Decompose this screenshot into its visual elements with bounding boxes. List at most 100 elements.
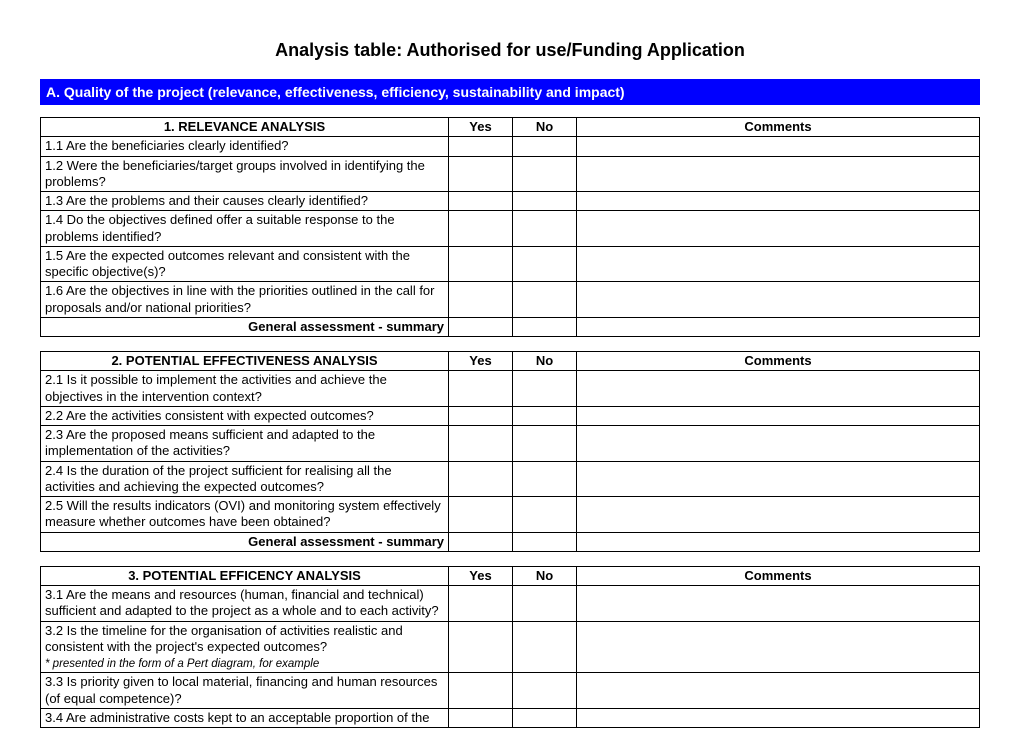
- question-cell: 2.1 Is it possible to implement the acti…: [41, 371, 449, 407]
- yes-cell[interactable]: [449, 426, 513, 462]
- no-cell[interactable]: [513, 621, 577, 673]
- yes-cell[interactable]: [449, 532, 513, 551]
- question-cell: 3.2 Is the timeline for the organisation…: [41, 621, 449, 673]
- section-header: 2. POTENTIAL EFFECTIVENESS ANALYSIS: [41, 352, 449, 371]
- table-row: 2.4 Is the duration of the project suffi…: [41, 461, 980, 497]
- question-cell: 3.1 Are the means and resources (human, …: [41, 586, 449, 622]
- question-cell: 3.4 Are administrative costs kept to an …: [41, 708, 449, 727]
- no-cell[interactable]: [513, 371, 577, 407]
- question-text: 3.2 Is the timeline for the organisation…: [45, 623, 403, 654]
- yes-cell[interactable]: [449, 461, 513, 497]
- table-row: 3.3 Is priority given to local material,…: [41, 673, 980, 709]
- no-cell[interactable]: [513, 532, 577, 551]
- table-header-row: 1. RELEVANCE ANALYSIS Yes No Comments: [41, 118, 980, 137]
- comments-cell[interactable]: [577, 497, 980, 533]
- comments-cell[interactable]: [577, 137, 980, 156]
- question-cell: 2.2 Are the activities consistent with e…: [41, 406, 449, 425]
- comments-cell[interactable]: [577, 211, 980, 247]
- table-row: 3.4 Are administrative costs kept to an …: [41, 708, 980, 727]
- yes-cell[interactable]: [449, 371, 513, 407]
- comments-cell[interactable]: [577, 156, 980, 192]
- comments-cell[interactable]: [577, 586, 980, 622]
- effectiveness-table: 2. POTENTIAL EFFECTIVENESS ANALYSIS Yes …: [40, 351, 980, 552]
- no-cell[interactable]: [513, 137, 577, 156]
- no-cell[interactable]: [513, 211, 577, 247]
- yes-cell[interactable]: [449, 246, 513, 282]
- yes-cell[interactable]: [449, 282, 513, 318]
- yes-cell[interactable]: [449, 586, 513, 622]
- no-cell[interactable]: [513, 497, 577, 533]
- comments-cell[interactable]: [577, 317, 980, 336]
- col-yes: Yes: [449, 118, 513, 137]
- question-note: * presented in the form of a Pert diagra…: [45, 658, 319, 670]
- question-cell: 2.5 Will the results indicators (OVI) an…: [41, 497, 449, 533]
- yes-cell[interactable]: [449, 673, 513, 709]
- summary-label: General assessment - summary: [41, 317, 449, 336]
- efficiency-table: 3. POTENTIAL EFFICENCY ANALYSIS Yes No C…: [40, 566, 980, 728]
- comments-cell[interactable]: [577, 621, 980, 673]
- table-header-row: 2. POTENTIAL EFFECTIVENESS ANALYSIS Yes …: [41, 352, 980, 371]
- yes-cell[interactable]: [449, 406, 513, 425]
- comments-cell[interactable]: [577, 406, 980, 425]
- table-row: 3.1 Are the means and resources (human, …: [41, 586, 980, 622]
- section-header: 3. POTENTIAL EFFICENCY ANALYSIS: [41, 566, 449, 585]
- comments-cell[interactable]: [577, 532, 980, 551]
- question-cell: 1.6 Are the objectives in line with the …: [41, 282, 449, 318]
- table-row: 2.5 Will the results indicators (OVI) an…: [41, 497, 980, 533]
- page-title: Analysis table: Authorised for use/Fundi…: [40, 40, 980, 61]
- table-row: 2.3 Are the proposed means sufficient an…: [41, 426, 980, 462]
- comments-cell[interactable]: [577, 282, 980, 318]
- question-cell: 1.2 Were the beneficiaries/target groups…: [41, 156, 449, 192]
- question-cell: 2.3 Are the proposed means sufficient an…: [41, 426, 449, 462]
- comments-cell[interactable]: [577, 192, 980, 211]
- summary-row: General assessment - summary: [41, 317, 980, 336]
- no-cell[interactable]: [513, 426, 577, 462]
- summary-label: General assessment - summary: [41, 532, 449, 551]
- table-row: 1.4 Do the objectives defined offer a su…: [41, 211, 980, 247]
- comments-cell[interactable]: [577, 426, 980, 462]
- table-row: 1.2 Were the beneficiaries/target groups…: [41, 156, 980, 192]
- no-cell[interactable]: [513, 708, 577, 727]
- table-row: 1.3 Are the problems and their causes cl…: [41, 192, 980, 211]
- comments-cell[interactable]: [577, 246, 980, 282]
- no-cell[interactable]: [513, 406, 577, 425]
- table-row: 2.2 Are the activities consistent with e…: [41, 406, 980, 425]
- yes-cell[interactable]: [449, 192, 513, 211]
- yes-cell[interactable]: [449, 621, 513, 673]
- question-cell: 3.3 Is priority given to local material,…: [41, 673, 449, 709]
- table-row: 1.6 Are the objectives in line with the …: [41, 282, 980, 318]
- col-yes: Yes: [449, 352, 513, 371]
- comments-cell[interactable]: [577, 371, 980, 407]
- col-no: No: [513, 566, 577, 585]
- yes-cell[interactable]: [449, 317, 513, 336]
- comments-cell[interactable]: [577, 708, 980, 727]
- table-row: 1.1 Are the beneficiaries clearly identi…: [41, 137, 980, 156]
- comments-cell[interactable]: [577, 461, 980, 497]
- col-no: No: [513, 352, 577, 371]
- question-cell: 1.3 Are the problems and their causes cl…: [41, 192, 449, 211]
- question-cell: 1.1 Are the beneficiaries clearly identi…: [41, 137, 449, 156]
- yes-cell[interactable]: [449, 497, 513, 533]
- question-cell: 1.4 Do the objectives defined offer a su…: [41, 211, 449, 247]
- no-cell[interactable]: [513, 586, 577, 622]
- no-cell[interactable]: [513, 461, 577, 497]
- table-row: 2.1 Is it possible to implement the acti…: [41, 371, 980, 407]
- yes-cell[interactable]: [449, 156, 513, 192]
- yes-cell[interactable]: [449, 137, 513, 156]
- yes-cell[interactable]: [449, 708, 513, 727]
- col-comments: Comments: [577, 352, 980, 371]
- yes-cell[interactable]: [449, 211, 513, 247]
- comments-cell[interactable]: [577, 673, 980, 709]
- no-cell[interactable]: [513, 317, 577, 336]
- no-cell[interactable]: [513, 673, 577, 709]
- no-cell[interactable]: [513, 192, 577, 211]
- col-comments: Comments: [577, 566, 980, 585]
- table-header-row: 3. POTENTIAL EFFICENCY ANALYSIS Yes No C…: [41, 566, 980, 585]
- question-cell: 1.5 Are the expected outcomes relevant a…: [41, 246, 449, 282]
- col-yes: Yes: [449, 566, 513, 585]
- col-comments: Comments: [577, 118, 980, 137]
- no-cell[interactable]: [513, 246, 577, 282]
- no-cell[interactable]: [513, 156, 577, 192]
- summary-row: General assessment - summary: [41, 532, 980, 551]
- no-cell[interactable]: [513, 282, 577, 318]
